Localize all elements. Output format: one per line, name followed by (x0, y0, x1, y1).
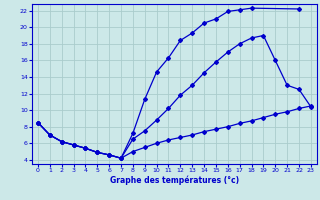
X-axis label: Graphe des températures (°c): Graphe des températures (°c) (110, 176, 239, 185)
